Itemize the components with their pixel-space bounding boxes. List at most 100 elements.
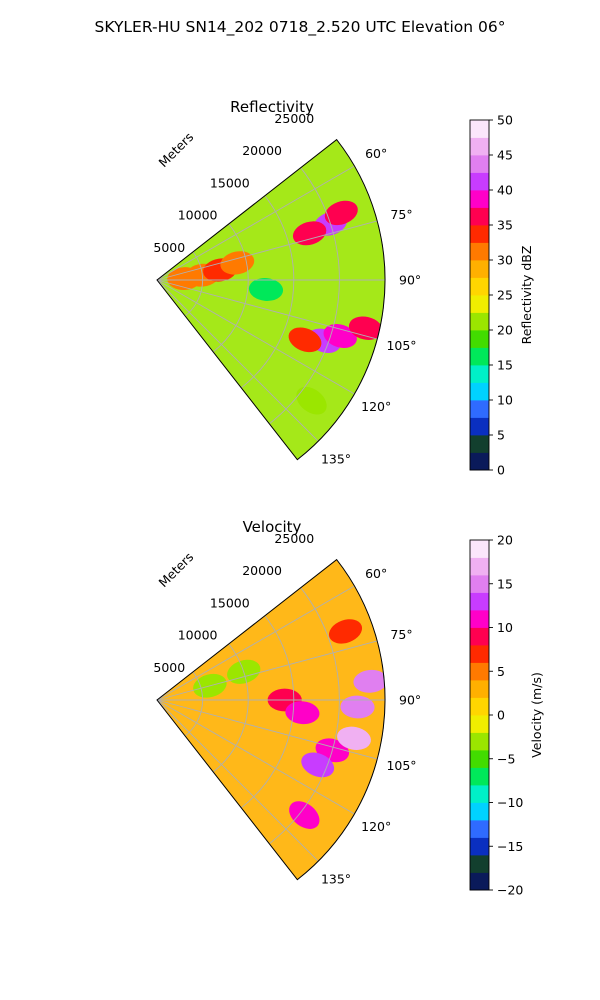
colorbar-segment [470,540,489,558]
colorbar-segment [470,242,489,261]
range-tick-label: 15000 [210,595,250,610]
range-tick-label: 25000 [274,531,314,546]
colorbar-tick-label: 25 [497,288,513,303]
reflectivity-panel: Reflectivity 5000 10000 15000 20000 25000 60°… [153,98,534,478]
colorbar-segment [470,732,489,751]
data-cell [301,752,335,778]
field-background [157,559,385,880]
colorbar-segment [470,207,489,226]
colorbar-segment [470,155,489,173]
azimuth-tick-label: 105° [386,758,416,773]
range-ring [212,223,249,353]
colorbar-segment [470,872,489,891]
colorbar-segment [470,347,489,366]
velocity-panel: Velocity 5000 10000 15000 20000 25000 60° 75° 9… [153,518,544,898]
colorbar-segment [470,190,489,208]
colorbar-segment [470,277,489,296]
colorbar-tick-label: 0 [497,463,505,478]
colorbar-segment [470,575,489,593]
data-cell [328,619,363,644]
azimuth-tick-label: 135° [321,872,351,887]
range-ring [184,251,203,317]
range-tick-label: 5000 [153,660,185,675]
range-ring [240,195,295,389]
colorbar-tick-label: 10 [497,393,513,408]
colorbar-segment [470,645,489,663]
data-cell [324,200,358,226]
reflectivity-colorbar-label: Reflectivity dBZ [519,246,534,345]
data-cell [337,726,371,750]
colorbar-tick-label: 45 [497,148,513,163]
colorbar-segment [470,680,489,698]
reflectivity-range-axis-label: Meters [156,129,197,170]
range-ring [184,671,203,737]
colorbar-tick-label: 20 [497,533,513,548]
colorbar-tick-label: 5 [497,664,505,679]
range-tick-label: 25000 [274,111,314,126]
colorbar-tick-label: −20 [497,883,523,898]
colorbar-segment [470,715,489,733]
colorbar-segment [470,435,489,453]
range-tick-label: 10000 [178,628,218,643]
colorbar-tick-label: 35 [497,218,513,233]
colorbar-tick-label: 20 [497,323,513,338]
azimuth-spoke [156,699,378,760]
range-tick-label: 10000 [178,208,218,223]
sector-outline [156,138,386,461]
azimuth-spoke [156,165,355,281]
colorbar-segment [470,592,489,611]
azimuth-tick-label: 135° [321,452,351,467]
azimuth-spoke [156,220,378,281]
data-cell [292,221,327,246]
azimuth-spoke [156,279,355,395]
colorbar-segment [470,557,489,576]
colorbar-segment [470,697,489,716]
range-tick-label: 20000 [242,563,282,578]
colorbar-tick-label: 15 [497,576,513,591]
colorbar-segment [470,802,489,821]
colorbar-segment [470,172,489,191]
colorbar-segment [470,837,489,856]
range-tick-label: 20000 [242,143,282,158]
reflectivity-field [157,139,385,460]
azimuth-tick-label: 90° [399,693,421,708]
azimuth-tick-label: 75° [390,207,412,222]
colorbar-segment [470,767,489,786]
velocity-grid [156,558,386,881]
data-cell [296,386,327,415]
reflectivity-colorbar: 0 5 10 15 20 25 30 35 40 45 50 [469,113,513,478]
colorbar-segment [470,417,489,436]
azimuth-tick-label: 120° [361,399,391,414]
velocity-field [157,559,385,880]
colorbar-segment [470,225,489,243]
range-ring [269,587,340,845]
data-cell [353,669,385,693]
colorbar-tick-label: 50 [497,113,513,128]
azimuth-spoke [156,279,319,442]
colorbar-segment [470,627,489,646]
data-cell [220,251,255,275]
colorbar-tick-label: 0 [497,708,505,723]
sector-outline [156,558,386,881]
azimuth-spoke [156,699,355,815]
colorbar-segment [470,382,489,401]
reflectivity-grid [156,138,386,461]
azimuth-tick-label: 90° [399,273,421,288]
velocity-title: Velocity [243,518,302,536]
colorbar-segment [470,260,489,278]
colorbar-segment [470,855,489,873]
colorbar-tick-label: 10 [497,620,513,635]
colorbar-segment [470,120,489,138]
azimuth-tick-label: 75° [390,627,412,642]
range-tick-label: 5000 [153,240,185,255]
colorbar-tick-label: 5 [497,428,505,443]
azimuth-tick-label: 60° [365,566,387,581]
colorbar-segment [470,312,489,331]
azimuth-spoke [156,279,378,340]
azimuth-spoke [156,699,319,862]
colorbar-tick-label: −15 [497,839,523,854]
colorbar-segment [470,295,489,313]
range-ring [269,167,340,425]
azimuth-spoke [156,585,355,701]
